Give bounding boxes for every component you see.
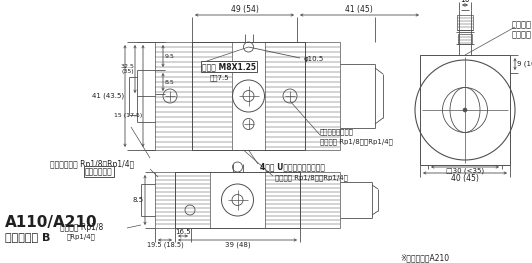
- Bar: [300, 172, 340, 228]
- Text: （Rp1/4）: （Rp1/4）: [67, 233, 96, 240]
- Text: 顔研式仕様の場合: 顔研式仕様の場合: [320, 128, 354, 135]
- Text: 39 (48): 39 (48): [225, 241, 251, 247]
- Text: 調節ねじ: 調節ねじ: [512, 30, 532, 39]
- Bar: [155, 42, 192, 150]
- Bar: [458, 34, 472, 44]
- Bar: [265, 172, 300, 228]
- Text: シリンダエア Rp1/8（Rp1/4）: シリンダエア Rp1/8（Rp1/4）: [50, 160, 134, 169]
- Text: 32.5
(35): 32.5 (35): [120, 64, 134, 74]
- Text: 塗料出口 Rp1/8　（Rp1/4）: 塗料出口 Rp1/8 （Rp1/4）: [320, 138, 393, 145]
- Text: ※（　）内はA210: ※（ ）内はA210: [400, 253, 449, 262]
- Text: パターン: パターン: [512, 20, 532, 29]
- Text: 9.5: 9.5: [165, 53, 175, 58]
- Text: 9 (10): 9 (10): [517, 61, 532, 67]
- Text: 40 (45): 40 (45): [451, 174, 479, 183]
- Text: 深ふ7.5: 深ふ7.5: [210, 74, 230, 80]
- Text: 10: 10: [460, 0, 470, 4]
- Text: 8.5: 8.5: [165, 80, 174, 85]
- Text: 吹付エア Rp1/8: 吹付エア Rp1/8: [60, 223, 103, 232]
- Text: 16.5: 16.5: [175, 229, 191, 235]
- Text: 操作回路は B: 操作回路は B: [5, 232, 51, 242]
- Text: 取付穴 M8X1.25: 取付穴 M8X1.25: [202, 62, 256, 71]
- Text: 塗料調節ねじ: 塗料調節ねじ: [85, 167, 113, 176]
- Bar: [420, 55, 510, 165]
- Bar: [175, 172, 300, 228]
- Text: 19.5 (18.5): 19.5 (18.5): [147, 241, 184, 247]
- Bar: [305, 42, 340, 150]
- Bar: [265, 42, 305, 150]
- Bar: [457, 15, 473, 30]
- Text: □30 (<35): □30 (<35): [446, 168, 484, 174]
- Text: 41 (43.5): 41 (43.5): [92, 93, 124, 99]
- Text: 8.5: 8.5: [133, 197, 144, 203]
- Bar: [155, 172, 175, 228]
- Text: 15 (17.5): 15 (17.5): [114, 114, 142, 119]
- Text: 49 (54): 49 (54): [230, 5, 259, 14]
- Text: A110/A210: A110/A210: [5, 215, 98, 230]
- Bar: [192, 42, 232, 150]
- Text: 41 (45): 41 (45): [345, 5, 373, 14]
- Bar: [175, 172, 210, 228]
- Circle shape: [463, 108, 467, 112]
- Text: 塗料入口 Rp1/8　（Rp1/4）: 塗料入口 Rp1/8 （Rp1/4）: [275, 174, 348, 181]
- Bar: [192, 42, 305, 150]
- Text: φ10.5: φ10.5: [304, 56, 324, 62]
- Text: 4キリ Uパッキン漏れ確認用: 4キリ Uパッキン漏れ確認用: [260, 162, 325, 171]
